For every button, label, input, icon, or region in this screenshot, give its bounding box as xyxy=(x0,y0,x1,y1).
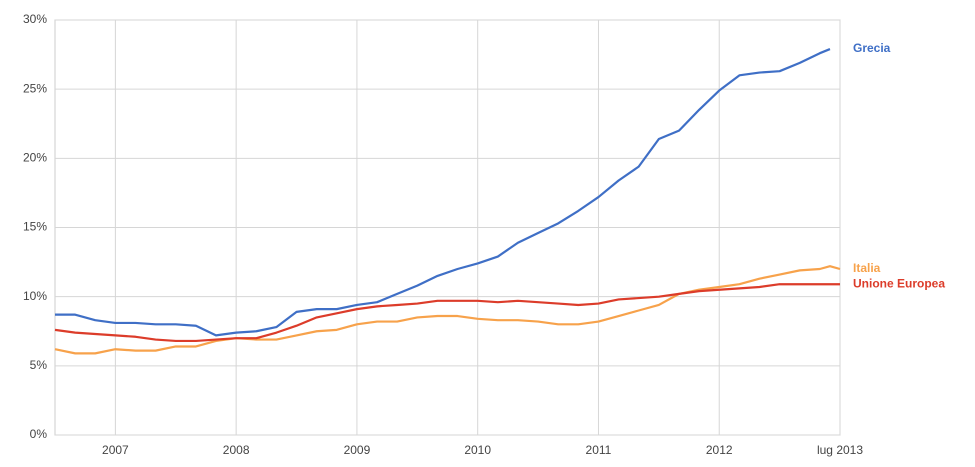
series-label: Unione Europea xyxy=(853,276,945,290)
series-label: Italia xyxy=(853,261,881,275)
series-line xyxy=(55,48,831,337)
x-tick-label: lug 2013 xyxy=(817,443,863,457)
x-tick-label: 2009 xyxy=(344,443,371,457)
series-line xyxy=(54,265,841,355)
y-tick-label: 10% xyxy=(23,289,47,303)
y-tick-label: 0% xyxy=(30,427,48,441)
y-tick-label: 30% xyxy=(23,12,47,26)
y-tick-label: 15% xyxy=(23,220,47,234)
y-tick-label: 5% xyxy=(30,358,48,372)
series-label: Grecia xyxy=(853,41,891,55)
y-tick-label: 20% xyxy=(23,151,47,165)
x-tick-label: 2011 xyxy=(586,443,612,457)
x-tick-label: 2010 xyxy=(464,443,491,457)
y-tick-label: 25% xyxy=(23,81,47,95)
x-tick-label: 2007 xyxy=(102,443,129,457)
x-tick-label: 2008 xyxy=(223,443,250,457)
series-line xyxy=(54,283,840,343)
x-tick-label: 2012 xyxy=(706,443,733,457)
